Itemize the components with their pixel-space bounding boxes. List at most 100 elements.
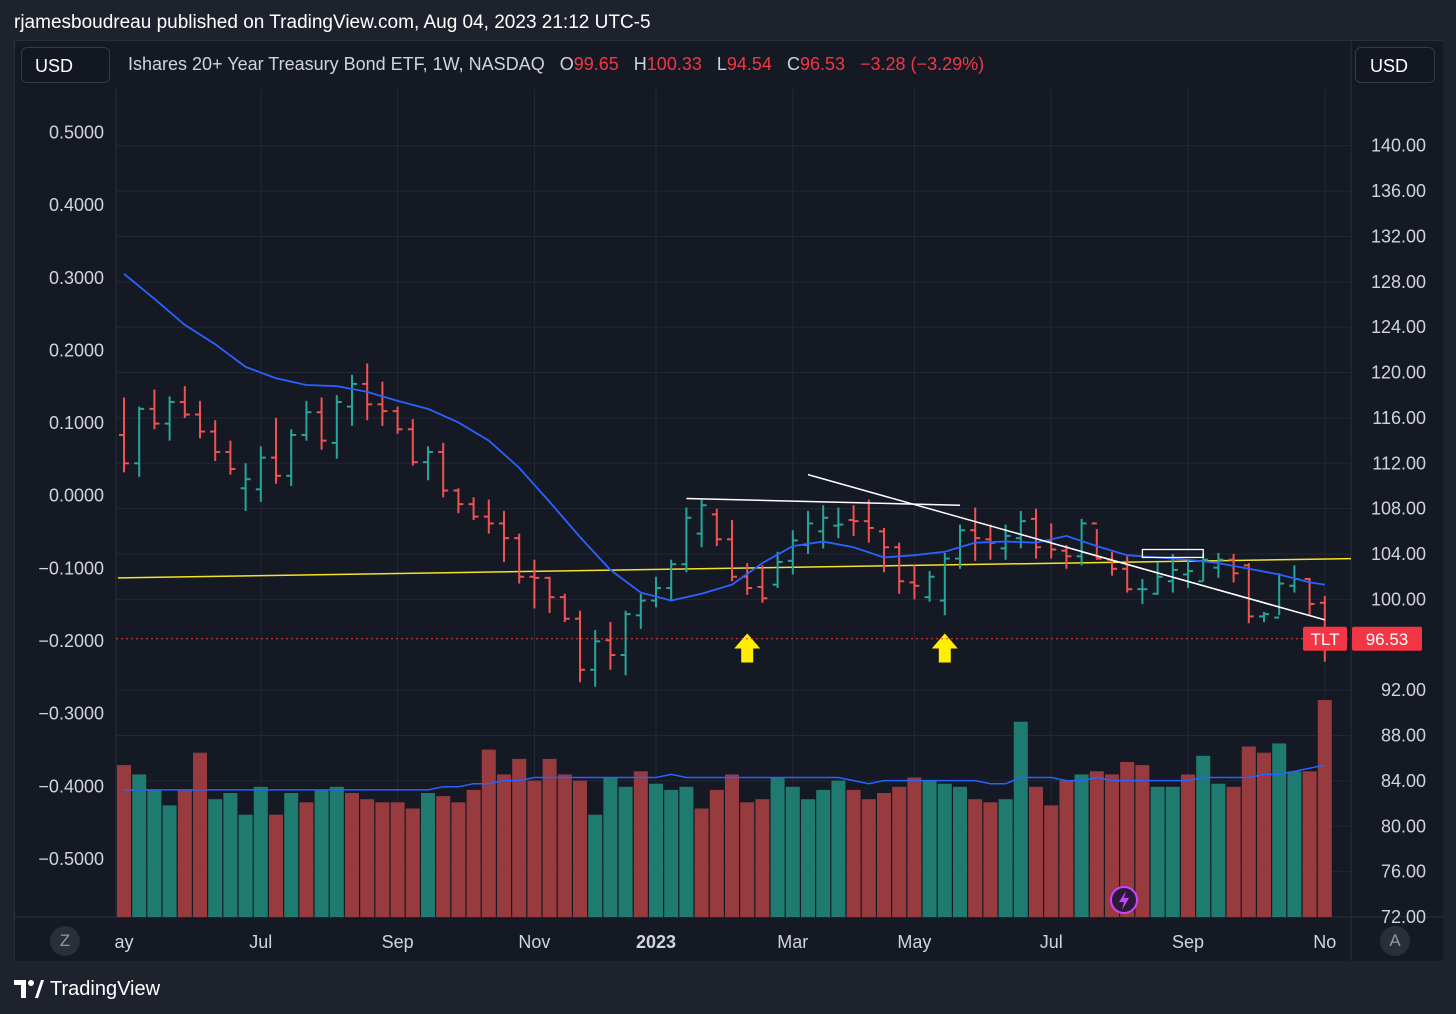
chart-frame[interactable]: 140.00 136.00 132.00 128.00 124.00 120.00 116.… — [14, 40, 1443, 961]
volume-bar — [1059, 780, 1074, 917]
volume-bar — [1013, 721, 1028, 917]
ticker-badge-label: TLT — [1311, 630, 1340, 649]
price-tick-label: 104.00 — [1371, 544, 1426, 564]
open-value: 99.65 — [573, 54, 619, 74]
volume-bar — [1165, 786, 1180, 917]
volume-bar — [269, 814, 283, 917]
time-tick-label: Jul — [1040, 932, 1063, 952]
left-scale-tick-label: −0.4000 — [38, 776, 104, 796]
volume-bar — [117, 765, 131, 917]
volume-bar — [238, 814, 253, 917]
volume-bar — [375, 802, 390, 917]
time-tick-label: ay — [114, 932, 133, 952]
volume-bar — [527, 780, 542, 917]
volume-bar — [694, 808, 709, 917]
left-scale-tick-label: 0.5000 — [49, 123, 104, 143]
volume-bar — [451, 802, 466, 917]
price-tick-label: 80.00 — [1381, 816, 1426, 836]
high-label: H — [633, 54, 647, 74]
volume-bar — [770, 777, 785, 917]
volume-bar — [253, 786, 268, 917]
volume-bar — [1226, 786, 1241, 917]
volume-bar — [193, 752, 207, 917]
price-tick-label: 72.00 — [1381, 907, 1426, 927]
yellow-up-arrow-icon — [931, 633, 958, 663]
white-rectangle — [1141, 548, 1204, 559]
volume-bar — [466, 789, 481, 917]
time-tick-label: Jul — [249, 932, 272, 952]
volume-bar — [998, 799, 1013, 917]
volume-bar — [573, 780, 587, 917]
volume-bar — [1302, 771, 1317, 917]
volume-bar — [1211, 783, 1226, 917]
volume-bar — [1287, 771, 1302, 917]
volume-bar — [740, 802, 755, 917]
left-scale-tick-label: −0.5000 — [38, 849, 104, 869]
volume-bar — [801, 799, 815, 917]
left-scale-tick-label: −0.1000 — [38, 558, 104, 578]
publisher-line: rjamesboudreau published on TradingView.… — [14, 12, 651, 33]
left-scale-tick-label: −0.3000 — [38, 704, 104, 724]
volume-bar — [846, 789, 861, 917]
price-tick-label: 112.00 — [1372, 453, 1426, 473]
volume-bar — [968, 799, 983, 917]
volume-bar — [345, 793, 359, 917]
left-scale-tick-label: 0.2000 — [49, 340, 104, 360]
price-tick-label: 88.00 — [1381, 726, 1426, 746]
volume-bar — [512, 758, 527, 917]
volume-bar — [1272, 743, 1287, 917]
price-tick-label: 84.00 — [1381, 771, 1426, 791]
price-tick-label: 124.00 — [1371, 317, 1426, 337]
close-label: C — [786, 54, 800, 74]
volume-bar — [709, 789, 724, 917]
price-chart[interactable]: 140.00 136.00 132.00 128.00 124.00 120.00 116.… — [15, 41, 1443, 961]
volume-bar — [329, 786, 344, 917]
volume-bar — [1196, 755, 1211, 917]
open-label: O — [559, 54, 574, 74]
volume-bar — [953, 786, 967, 917]
time-tick-label: May — [897, 932, 931, 952]
volume-bar — [877, 793, 891, 917]
volume-bar — [1044, 805, 1059, 917]
volume-bar — [284, 793, 299, 917]
price-tick-label: 120.00 — [1371, 363, 1426, 383]
volume-bar — [208, 799, 223, 917]
low-label: L — [716, 54, 727, 74]
volume-bar — [132, 774, 147, 917]
footer-brand: TradingView — [50, 977, 161, 1000]
volume-bar — [937, 783, 952, 917]
tradingview-logo-icon — [14, 980, 44, 998]
volume-bar — [1089, 771, 1104, 917]
volume-bar — [1105, 774, 1119, 917]
timezone-button[interactable]: Z — [50, 926, 80, 956]
volume-bar — [1029, 786, 1043, 917]
time-tick-label: 2023 — [636, 932, 676, 952]
yellow-up-arrow-icon — [734, 633, 761, 663]
volume-bar — [1241, 746, 1256, 917]
volume-bar — [588, 814, 603, 917]
time-tick-label: No — [1313, 932, 1336, 952]
left-scale-tick-label: −0.2000 — [38, 631, 104, 651]
price-ma-line — [123, 273, 1325, 602]
auto-scale-button[interactable]: A — [1380, 926, 1410, 956]
price-tick-label: 100.00 — [1371, 589, 1426, 609]
volume-bar — [603, 777, 618, 917]
change-value: −3.28 (−3.29%) — [860, 54, 985, 74]
price-tick-label: 136.00 — [1371, 181, 1426, 201]
low-value: 94.54 — [726, 54, 772, 74]
volume-bar — [861, 799, 876, 917]
volume-bar — [1135, 765, 1150, 917]
volume-bar — [147, 789, 162, 917]
volume-bar — [618, 786, 633, 917]
price-tick-label: 128.00 — [1371, 272, 1426, 292]
footer: TradingView — [14, 976, 160, 1002]
volume-bar — [557, 774, 572, 917]
volume-bar — [1181, 774, 1195, 917]
volume-bar — [390, 802, 405, 917]
currency-left-button[interactable]: USD — [21, 47, 110, 83]
volume-bar — [633, 771, 648, 917]
currency-right-button[interactable]: USD — [1355, 47, 1435, 83]
volume-bar — [299, 802, 314, 917]
volume-bar — [907, 777, 922, 917]
symbol-legend: Ishares 20+ Year Treasury Bond ETF, 1W, … — [128, 54, 984, 75]
